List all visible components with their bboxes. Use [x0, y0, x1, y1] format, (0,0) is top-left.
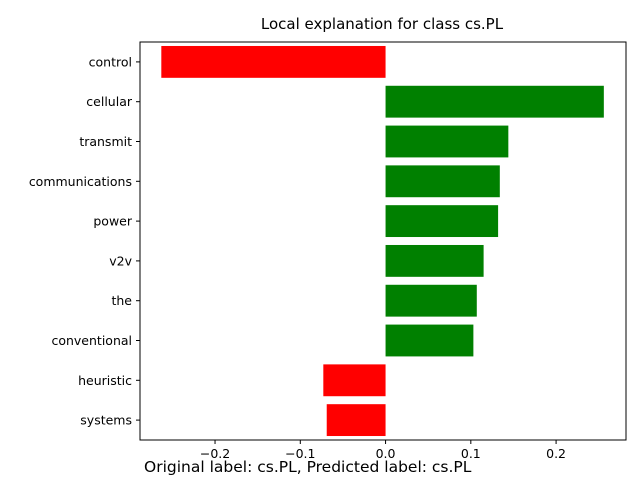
bar-cellular	[385, 85, 604, 118]
x-tick-label: −0.1	[285, 446, 315, 461]
bar-power	[385, 205, 499, 238]
plot-frame	[139, 41, 627, 441]
y-tick-label: communications	[29, 174, 132, 189]
y-tick-label: cellular	[86, 94, 133, 109]
x-tick-label: 0.0	[376, 446, 396, 461]
y-tick-label: the	[111, 293, 132, 308]
label-caption: Original label: cs.PL, Predicted label: …	[144, 458, 472, 476]
x-axis-ticks: −0.2 −0.1 0.0 0.1 0.2	[200, 440, 566, 461]
x-tick-label: −0.2	[200, 446, 230, 461]
bars-group	[161, 45, 604, 437]
x-tick-label: 0.2	[546, 446, 566, 461]
bar-conventional	[385, 324, 474, 357]
y-axis-ticks: control cellular transmit communications pow…	[29, 54, 140, 428]
y-tick-label: systems	[80, 413, 132, 428]
bar-v2v	[385, 244, 484, 277]
bar-heuristic	[323, 364, 386, 397]
y-tick-label: conventional	[51, 333, 132, 348]
y-tick-label: heuristic	[78, 373, 132, 388]
bar-control	[161, 45, 386, 78]
x-tick-label: 0.1	[461, 446, 481, 461]
bar-the	[385, 284, 477, 317]
y-tick-label: control	[89, 54, 132, 69]
bar-communications	[385, 165, 500, 198]
bar-transmit	[385, 125, 509, 158]
bar-systems	[326, 404, 386, 437]
y-tick-label: transmit	[79, 134, 132, 149]
y-tick-label: power	[93, 214, 132, 229]
y-tick-label: v2v	[109, 253, 132, 268]
chart-title: Local explanation for class cs.PL	[261, 15, 504, 33]
